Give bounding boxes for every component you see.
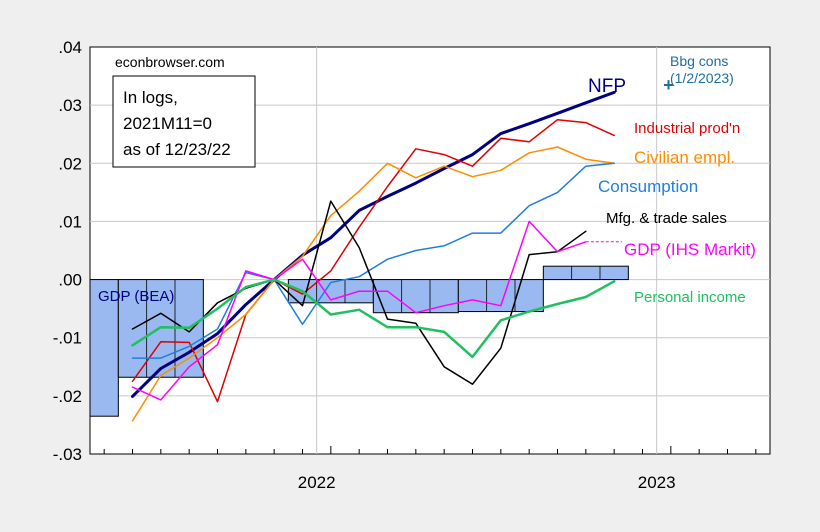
bar-gdp-bea <box>89 279 119 417</box>
series-label: GDP (BEA) <box>98 288 174 305</box>
series-label: Industrial prod'n <box>634 120 740 137</box>
bar-gdp-bea <box>372 279 459 314</box>
y-tick-label: -.02 <box>53 387 82 406</box>
axis-ticks: .04 .03 .02 .01 .00 -.01 -.02 -.03 2022 2023 <box>53 38 757 492</box>
watermark: econbrowser.com <box>115 54 225 70</box>
series-line-nfp <box>131 90 616 398</box>
bbg-cons-label-1: Bbg cons <box>670 53 728 69</box>
series-line-industrial-prod-n <box>131 118 615 403</box>
series-line-civilian-empl- <box>131 146 615 422</box>
series-line-consumption <box>131 162 615 359</box>
series-lines <box>131 90 622 422</box>
bar-gdp-bea <box>542 265 629 281</box>
y-tick-label: .03 <box>58 96 82 115</box>
x-tick-label: 2022 <box>298 473 336 492</box>
series-label: NFP <box>588 76 626 97</box>
x-tick-label: 2023 <box>638 473 676 492</box>
series-line-gdp-ihs-markit- <box>131 220 587 401</box>
y-tick-label: .00 <box>58 271 82 290</box>
y-tick-label: .04 <box>58 38 82 57</box>
note-box: In logs, 2021M11=0 as of 12/23/22 <box>112 75 256 168</box>
series-label: Mfg. & trade sales <box>606 210 727 227</box>
y-tick-label: .02 <box>58 154 82 173</box>
note-line-1: In logs, <box>123 88 178 107</box>
y-tick-label: -.03 <box>53 445 82 464</box>
y-tick-label: -.01 <box>53 329 82 348</box>
series-label: Civilian empl. <box>634 148 735 167</box>
bar-gdp-bea <box>457 279 544 313</box>
note-line-3: as of 12/23/22 <box>123 140 231 159</box>
series-line-personal-income <box>131 278 616 359</box>
series-label: Personal income <box>634 289 746 306</box>
y-tick-label: .01 <box>58 212 82 231</box>
note-line-2: 2021M11=0 <box>123 114 212 133</box>
series-label: Consumption <box>598 177 698 196</box>
bbg-cons-marker: + <box>663 75 674 95</box>
bbg-cons-label-2: (1/2/2023) <box>670 70 734 86</box>
series-label: GDP (IHS Markit) <box>624 240 756 259</box>
series-labels: + NFP Industrial prod'n Civilian empl. Consu… <box>98 75 756 306</box>
